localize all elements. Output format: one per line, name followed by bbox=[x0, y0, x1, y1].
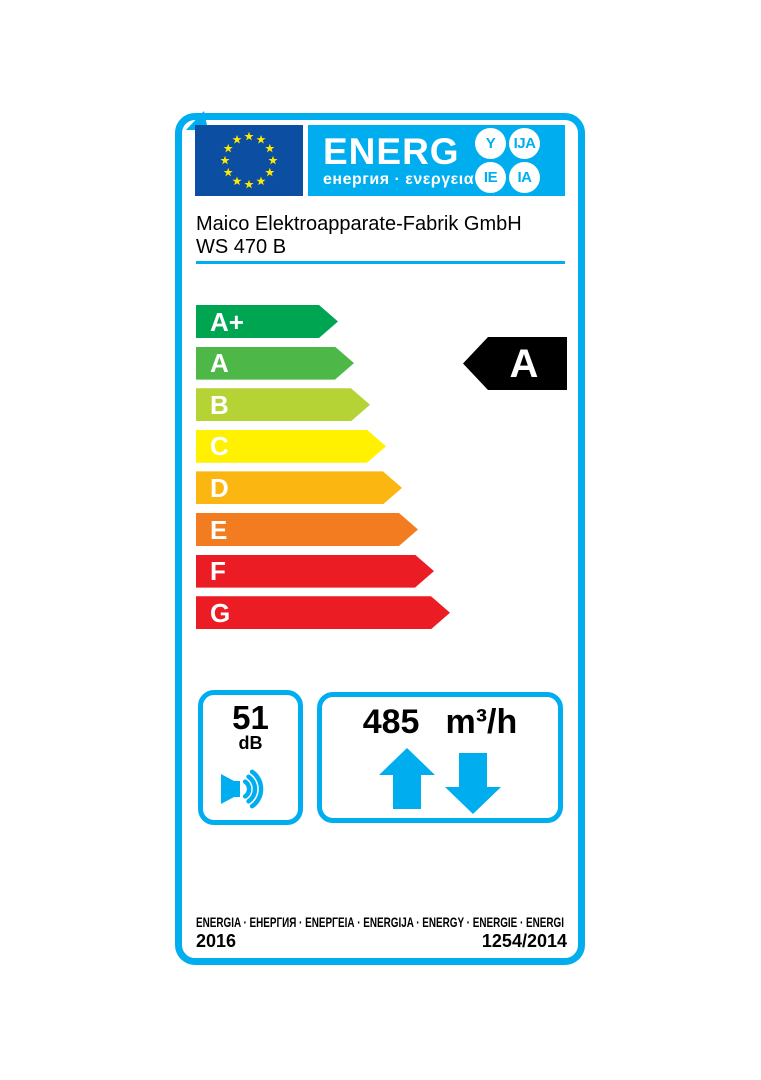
suffix-circle-ie: IE bbox=[475, 162, 506, 193]
footer-row: 2016 1254/2014 bbox=[196, 931, 567, 952]
class-letter: A+ bbox=[210, 306, 244, 337]
language-suffix-circles: Y IJA IE IA bbox=[475, 128, 540, 193]
languages-text: ENERGIA · ЕНЕРГИЯ · ΕΝΕΡΓΕΙΑ · ENERGIJA … bbox=[196, 914, 564, 930]
class-arrow-aplus: A+ bbox=[196, 305, 338, 338]
supplier-name: Maico Elektroapparate-Fabrik GmbH bbox=[196, 213, 522, 235]
label-year: 2016 bbox=[196, 931, 237, 951]
suffix-circle-ia: IA bbox=[509, 162, 540, 193]
noise-box: 51 dB bbox=[198, 690, 303, 825]
class-letter: C bbox=[210, 431, 229, 462]
energy-label: ENERG енергия · ενεργεια Y IJA IE IA Maico … bbox=[175, 111, 585, 965]
rating-letter: A bbox=[509, 341, 539, 386]
class-letter: E bbox=[210, 514, 228, 545]
class-arrow-d: D bbox=[196, 471, 402, 504]
suffix-circle-ija: IJA bbox=[509, 128, 540, 159]
regulation-number: 1254/2014 bbox=[481, 931, 567, 951]
arrow-down-icon bbox=[445, 753, 501, 814]
class-letter: A bbox=[210, 348, 229, 379]
speaker-icon bbox=[220, 769, 263, 809]
class-letter: F bbox=[210, 556, 226, 587]
arrow-up-icon bbox=[379, 748, 435, 809]
suffix-circle-y: Y bbox=[475, 128, 506, 159]
class-letter: B bbox=[210, 389, 229, 420]
model-name: WS 470 B bbox=[196, 236, 287, 258]
energ-logo-text: ENERG bbox=[323, 131, 460, 172]
class-arrow-g: G bbox=[196, 596, 450, 629]
class-scale: A+ A B C D E F G bbox=[196, 305, 565, 631]
class-arrow-b: B bbox=[196, 388, 370, 421]
energ-logo-subtext: енергия · ενεργεια bbox=[323, 171, 475, 188]
energ-banner-text: ENERG енергия · ενεργεια bbox=[308, 125, 474, 196]
divider-line bbox=[196, 261, 565, 264]
energ-banner: ENERG енергия · ενεργεια Y IJA IE IA bbox=[308, 125, 565, 196]
airflow-box: 485 m³/h bbox=[317, 692, 563, 823]
supplier-block: Maico Elektroapparate-Fabrik GmbH WS 470… bbox=[196, 213, 522, 259]
class-letter: D bbox=[210, 472, 229, 503]
label-header: ENERG енергия · ενεργεια Y IJA IE IA bbox=[195, 125, 565, 196]
airflow-value: 485 bbox=[362, 703, 420, 741]
noise-unit: dB bbox=[238, 733, 263, 753]
class-letter: G bbox=[210, 597, 231, 628]
class-arrow-e: E bbox=[196, 513, 418, 546]
class-arrow-a: A bbox=[196, 347, 354, 380]
rating-indicator-arrow: A bbox=[463, 337, 567, 390]
noise-value: 51 bbox=[232, 699, 269, 736]
languages-line: ENERGIA · ЕНЕРГИЯ · ΕΝΕΡΓΕΙΑ · ENERGIJA … bbox=[196, 914, 564, 930]
class-arrow-f: F bbox=[196, 555, 434, 588]
airflow-unit: m³/h bbox=[445, 703, 518, 741]
eu-flag-icon bbox=[195, 125, 303, 196]
class-arrow-c: C bbox=[196, 430, 386, 463]
airflow-arrows-icon bbox=[379, 748, 501, 814]
airflow-reading: 485 m³/h bbox=[363, 705, 518, 739]
